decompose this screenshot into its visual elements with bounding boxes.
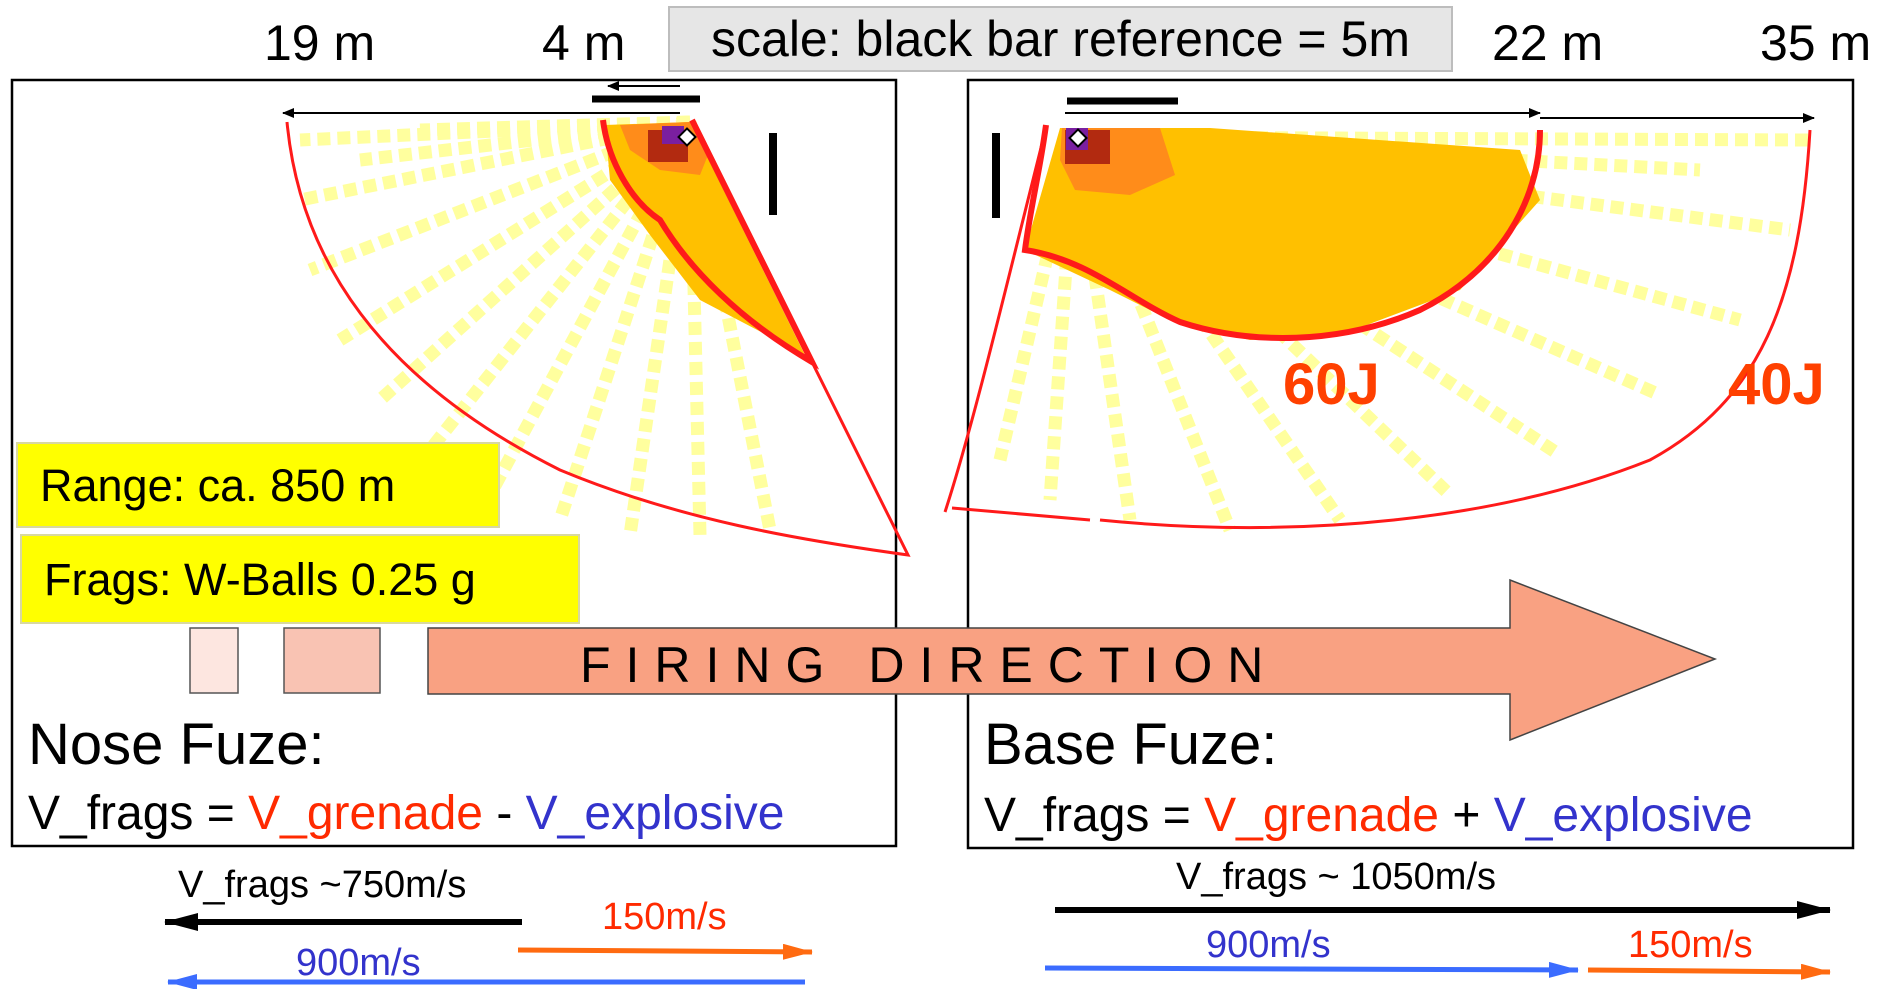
distance-label-19m: 19 m bbox=[264, 15, 376, 71]
nose-projectile-marker bbox=[677, 127, 697, 147]
nose-vexplosive-label: 900m/s bbox=[296, 942, 421, 984]
base-vexplosive-arrow bbox=[1044, 961, 1579, 978]
nose-inner-contour bbox=[600, 118, 820, 370]
base-formula-operator: + bbox=[1439, 789, 1494, 842]
range-info-box: Range: ca. 850 m bbox=[16, 442, 500, 528]
ghost-box-medium bbox=[283, 627, 381, 694]
nose-vgrenade-label: 150m/s bbox=[602, 896, 727, 938]
base-formula-explosive: V_explosive bbox=[1493, 789, 1753, 842]
nose-formula-explosive: V_explosive bbox=[525, 787, 785, 840]
distance-label-4m: 4 m bbox=[542, 15, 626, 71]
base-fuze-panel bbox=[966, 78, 1855, 850]
scale-reference-label: scale: black bar reference = 5m bbox=[668, 6, 1453, 72]
ghost-box-small bbox=[189, 627, 239, 694]
firing-direction-label: FIRING DIRECTION bbox=[580, 637, 1279, 693]
base-formula-lhs: V_frags = bbox=[984, 789, 1205, 842]
base-vfrags-label: V_frags ~ 1050m/s bbox=[1176, 856, 1497, 898]
nose-spray-rays bbox=[298, 115, 777, 536]
base-outer-contour bbox=[943, 127, 1812, 529]
contour-label-40j: 40J bbox=[1728, 352, 1825, 417]
firing-direction-arrow bbox=[427, 578, 1718, 742]
base-vgrenade-arrow bbox=[1587, 963, 1831, 980]
base-vexplosive-label: 900m/s bbox=[1206, 924, 1331, 966]
base-projectile-marker bbox=[1068, 128, 1088, 148]
base-vgrenade-label: 150m/s bbox=[1628, 924, 1753, 966]
base-fuze-title: Base Fuze: bbox=[984, 712, 1278, 777]
frags-label: Frags: W-Balls 0.25 g bbox=[44, 554, 476, 605]
nose-fuze-formula: V_frags = V_grenade - V_explosive bbox=[28, 790, 784, 838]
nose-fuze-panel bbox=[10, 78, 898, 848]
nose-vgrenade-arrow bbox=[517, 943, 813, 960]
contour-label-60j: 60J bbox=[1283, 352, 1380, 417]
frags-info-box: Frags: W-Balls 0.25 g bbox=[20, 534, 580, 624]
nose-vfrags-label: V_frags ~750m/s bbox=[178, 864, 467, 906]
base-formula-grenade: V_grenade bbox=[1204, 789, 1439, 842]
nose-formula-grenade: V_grenade bbox=[248, 787, 483, 840]
base-core-pattern bbox=[1025, 128, 1540, 340]
nose-outer-contour bbox=[285, 121, 911, 557]
range-label: Range: ca. 850 m bbox=[40, 460, 396, 511]
nose-formula-lhs: V_frags = bbox=[28, 787, 249, 840]
nose-fuze-title: Nose Fuze: bbox=[28, 712, 325, 777]
nose-formula-operator: - bbox=[483, 787, 526, 840]
base-inner-contour bbox=[1021, 124, 1543, 341]
base-fuze-formula: V_frags = V_grenade + V_explosive bbox=[984, 792, 1753, 840]
distance-label-35m: 35 m bbox=[1760, 15, 1872, 71]
distance-label-22m: 22 m bbox=[1492, 15, 1604, 71]
